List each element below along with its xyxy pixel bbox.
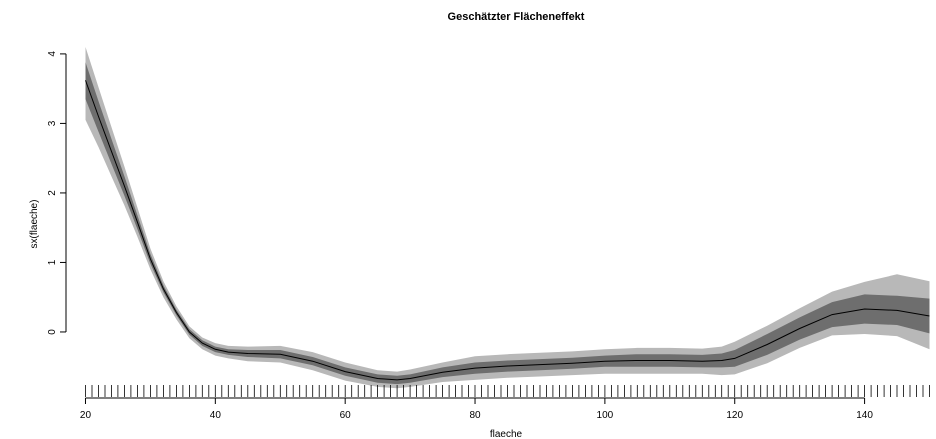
y-axis-label: sx(flaeche) — [29, 200, 40, 249]
x-tick-label: 140 — [856, 410, 873, 421]
plot-area — [85, 47, 930, 389]
y-tick-label: 0 — [47, 329, 58, 335]
y-tick-label: 2 — [47, 190, 58, 196]
rug — [85, 385, 930, 397]
y-tick-label: 4 — [47, 51, 58, 57]
axes: 20 40 60 80 100 120 140 0 1 2 3 4 — [47, 51, 873, 421]
x-tick-label: 120 — [726, 410, 743, 421]
y-tick-label: 1 — [47, 259, 58, 265]
chart-title: Geschätzter Flächeneffekt — [448, 11, 585, 23]
inner-confidence-band — [85, 62, 930, 385]
x-tick-label: 40 — [210, 410, 222, 421]
x-axis-label: flaeche — [490, 429, 523, 439]
x-tick-label: 60 — [340, 410, 352, 421]
x-tick-label: 20 — [80, 410, 92, 421]
x-tick-label: 80 — [469, 410, 481, 421]
y-tick-label: 3 — [47, 120, 58, 126]
x-tick-label: 100 — [597, 410, 614, 421]
effect-line — [85, 80, 930, 381]
